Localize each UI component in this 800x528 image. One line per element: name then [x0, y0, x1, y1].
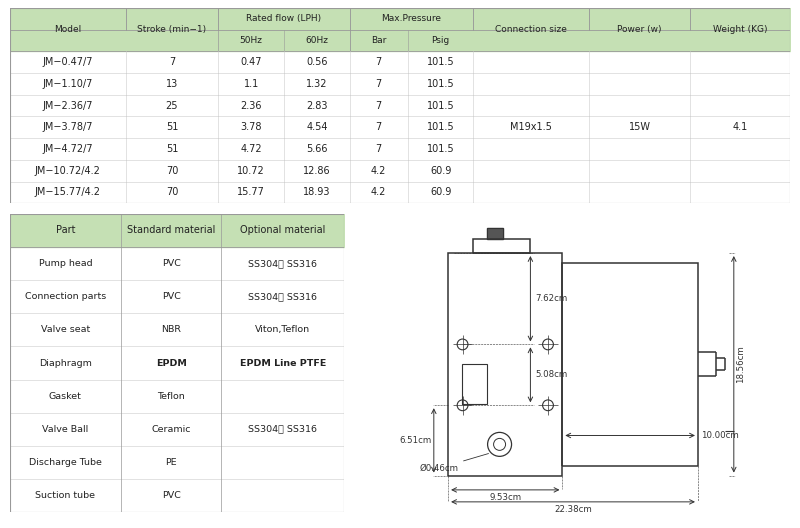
Text: SS304， SS316: SS304， SS316	[248, 425, 317, 434]
Text: 60Hz: 60Hz	[306, 36, 328, 45]
Text: 15W: 15W	[629, 122, 650, 133]
Text: 12.86: 12.86	[303, 166, 330, 176]
Text: 7.62cm: 7.62cm	[535, 294, 567, 303]
Text: 1.1: 1.1	[243, 79, 259, 89]
Text: 60.9: 60.9	[430, 166, 451, 176]
Text: 50Hz: 50Hz	[240, 36, 262, 45]
Text: Max.Pressure: Max.Pressure	[382, 14, 442, 23]
Text: 4.2: 4.2	[371, 166, 386, 176]
Text: Pump head: Pump head	[38, 259, 92, 268]
Text: 18.56cm: 18.56cm	[736, 345, 746, 383]
Text: 9.53cm: 9.53cm	[490, 493, 522, 502]
Text: Viton,Teflon: Viton,Teflon	[255, 325, 310, 334]
Text: EPDM: EPDM	[156, 359, 186, 367]
Text: 51: 51	[166, 122, 178, 133]
Text: 101.5: 101.5	[426, 79, 454, 89]
Text: PVC: PVC	[162, 292, 181, 301]
Text: PE: PE	[166, 458, 177, 467]
Text: 70: 70	[166, 166, 178, 176]
Text: Suction tube: Suction tube	[35, 491, 95, 500]
Text: Gasket: Gasket	[49, 392, 82, 401]
Text: 10.72: 10.72	[238, 166, 265, 176]
Text: Weight (KG): Weight (KG)	[713, 25, 767, 34]
Text: Part: Part	[55, 225, 75, 235]
Text: 4.2: 4.2	[371, 187, 386, 197]
Text: 5.66: 5.66	[306, 144, 328, 154]
Text: NBR: NBR	[162, 325, 182, 334]
Text: 4.72: 4.72	[240, 144, 262, 154]
Text: M19x1.5: M19x1.5	[510, 122, 552, 133]
Text: 10.00cm: 10.00cm	[702, 431, 739, 440]
Text: 0.47: 0.47	[241, 57, 262, 67]
Text: 13: 13	[166, 79, 178, 89]
Text: 4.1: 4.1	[733, 122, 748, 133]
Text: 101.5: 101.5	[426, 101, 454, 110]
Text: 7: 7	[376, 144, 382, 154]
Text: 3.78: 3.78	[241, 122, 262, 133]
Text: Standard material: Standard material	[127, 225, 215, 235]
Text: 15.77: 15.77	[238, 187, 265, 197]
Text: Valve seat: Valve seat	[41, 325, 90, 334]
Text: 70: 70	[166, 187, 178, 197]
Text: EPDM Line PTFE: EPDM Line PTFE	[239, 359, 326, 367]
Text: 2.36: 2.36	[241, 101, 262, 110]
Text: Bar: Bar	[371, 36, 386, 45]
Text: 1.32: 1.32	[306, 79, 328, 89]
Text: JM−1.10/7: JM−1.10/7	[42, 79, 93, 89]
Text: Optional material: Optional material	[240, 225, 326, 235]
Text: PVC: PVC	[162, 491, 181, 500]
Text: Connection parts: Connection parts	[25, 292, 106, 301]
Text: JM−10.72/4.2: JM−10.72/4.2	[34, 166, 101, 176]
Text: SS304， SS316: SS304， SS316	[248, 259, 317, 268]
Text: Model: Model	[54, 25, 82, 34]
Text: 51: 51	[166, 144, 178, 154]
Text: Ceramic: Ceramic	[151, 425, 191, 434]
Text: 22.38cm: 22.38cm	[554, 505, 592, 514]
Text: JM−2.36/7: JM−2.36/7	[42, 101, 93, 110]
Text: 7: 7	[376, 122, 382, 133]
Text: Stroke (min−1): Stroke (min−1)	[138, 25, 206, 34]
Text: JM−0.47/7: JM−0.47/7	[42, 57, 93, 67]
Text: Valve Ball: Valve Ball	[42, 425, 89, 434]
Text: PVC: PVC	[162, 259, 181, 268]
Text: JM−15.77/4.2: JM−15.77/4.2	[34, 187, 101, 197]
Text: 4.54: 4.54	[306, 122, 328, 133]
Text: 0.56: 0.56	[306, 57, 328, 67]
Text: 2.83: 2.83	[306, 101, 328, 110]
Text: JM−4.72/7: JM−4.72/7	[42, 144, 93, 154]
Text: 101.5: 101.5	[426, 144, 454, 154]
Text: 7: 7	[376, 101, 382, 110]
Text: JM−3.78/7: JM−3.78/7	[42, 122, 93, 133]
Text: Discharge Tube: Discharge Tube	[29, 458, 102, 467]
Text: Power (w): Power (w)	[618, 25, 662, 34]
Text: 7: 7	[376, 79, 382, 89]
Text: Diaphragm: Diaphragm	[39, 359, 92, 367]
Text: Ø0.46cm: Ø0.46cm	[419, 454, 489, 473]
Text: 60.9: 60.9	[430, 187, 451, 197]
Text: Connection size: Connection size	[495, 25, 567, 34]
Text: 7: 7	[169, 57, 175, 67]
Text: 7: 7	[376, 57, 382, 67]
Text: Rated flow (LPH): Rated flow (LPH)	[246, 14, 322, 23]
Text: 6.51cm: 6.51cm	[400, 436, 432, 445]
Polygon shape	[487, 228, 503, 239]
Text: 5.08cm: 5.08cm	[535, 370, 567, 379]
Text: 101.5: 101.5	[426, 122, 454, 133]
Text: Teflon: Teflon	[158, 392, 185, 401]
Text: 101.5: 101.5	[426, 57, 454, 67]
Text: 25: 25	[166, 101, 178, 110]
Text: Psig: Psig	[431, 36, 450, 45]
Text: SS304， SS316: SS304， SS316	[248, 292, 317, 301]
Text: 18.93: 18.93	[303, 187, 330, 197]
